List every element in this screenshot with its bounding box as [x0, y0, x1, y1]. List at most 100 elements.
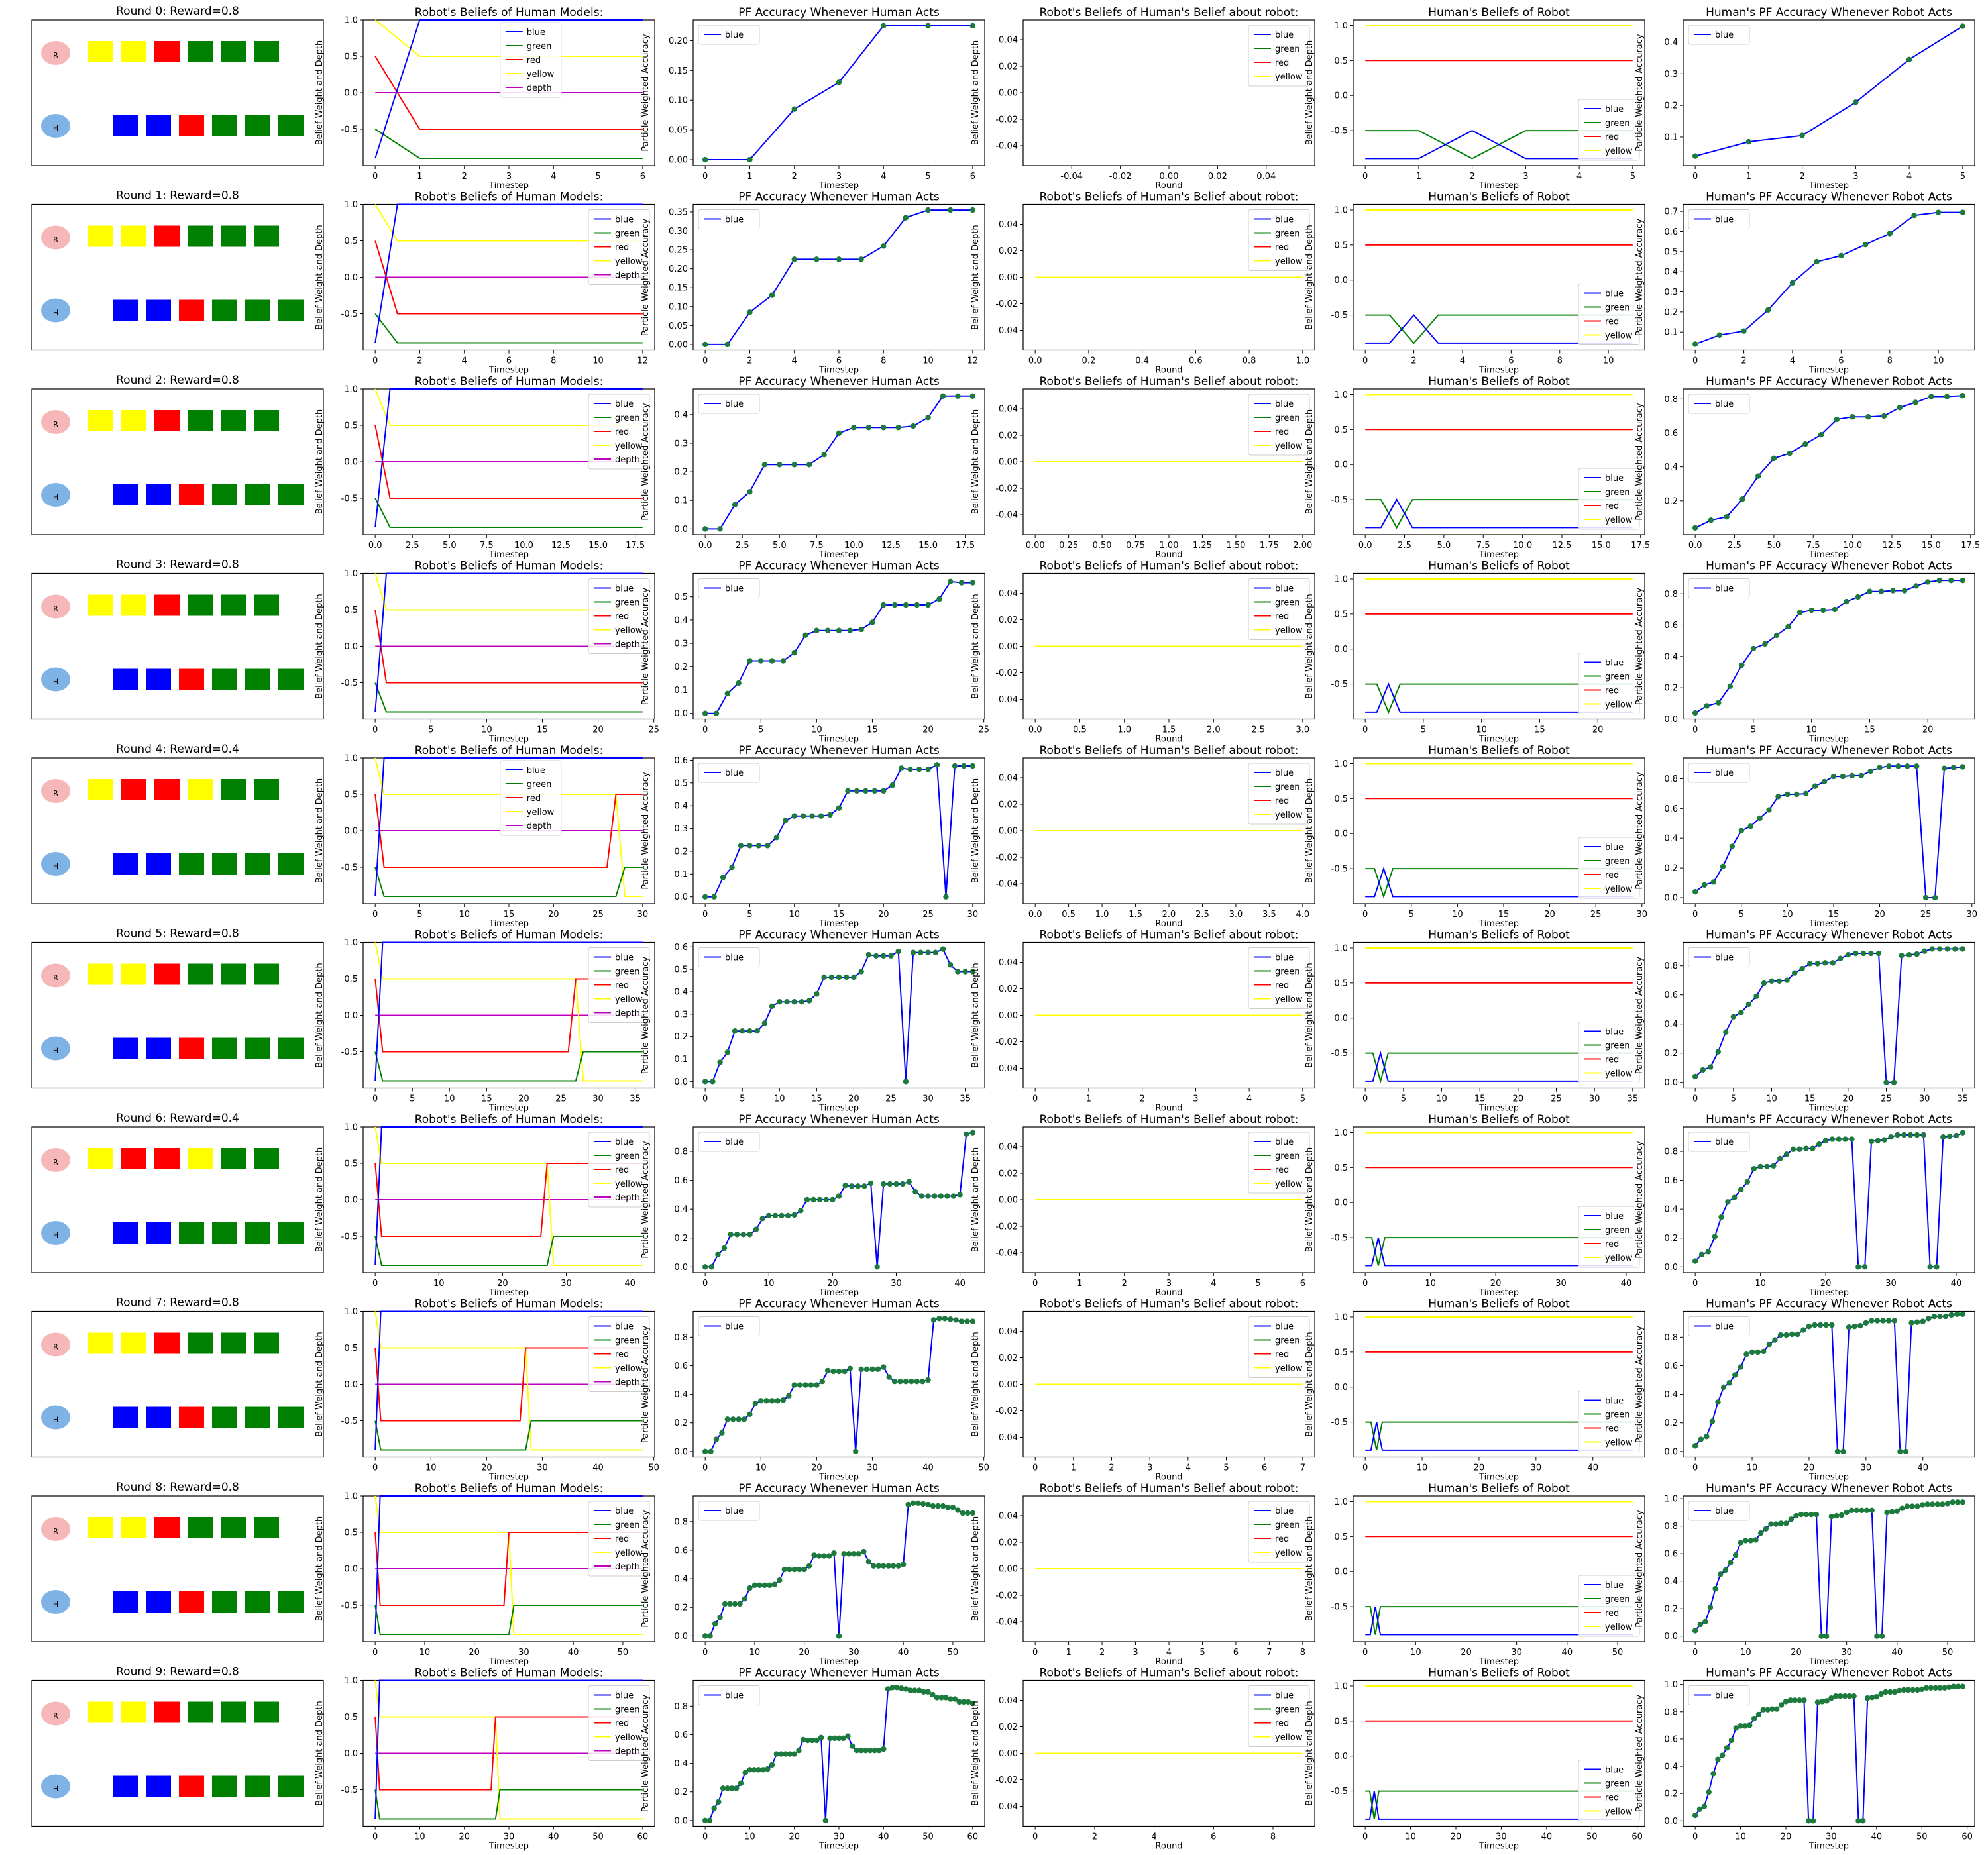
axes-frame — [1353, 1679, 1645, 1827]
data-point — [1778, 1702, 1785, 1708]
legend-label-yellow: yellow — [1275, 1364, 1303, 1374]
legend-label-blue: blue — [1715, 1138, 1734, 1147]
x-tick-label: 20 — [1781, 1832, 1792, 1842]
x-tick-label: 15 — [1828, 910, 1840, 920]
data-point — [832, 1735, 838, 1742]
data-point — [1814, 961, 1820, 967]
x-tick-label: 0 — [1362, 1648, 1368, 1658]
subplot-title: Robot's Beliefs of Human Models: — [415, 1298, 604, 1311]
data-point — [930, 1317, 937, 1323]
data-point — [1830, 960, 1836, 966]
data-point — [846, 1551, 852, 1557]
x-tick-label: 10 — [1425, 1279, 1436, 1289]
legend: blue — [1688, 209, 1750, 229]
y-tick-label: -0.5 — [341, 494, 358, 504]
data-point — [1823, 1322, 1829, 1328]
x-tick-label: 10.0 — [514, 541, 533, 551]
y-tick-label: 1.0 — [1334, 1312, 1348, 1322]
legend-label-green: green — [615, 1520, 640, 1530]
x-axis-label: Timestep — [1478, 1842, 1519, 1852]
data-point — [1798, 1511, 1804, 1518]
data-point — [914, 1378, 920, 1385]
human-block-green — [245, 1776, 270, 1797]
data-point — [1860, 950, 1867, 957]
y-tick-label: 0.0 — [1334, 1014, 1348, 1024]
legend-label-yellow: yellow — [615, 1548, 643, 1558]
x-tick-label: 6 — [1300, 1279, 1305, 1289]
x-tick-label: 20 — [1490, 1279, 1502, 1289]
legend-label-green: green — [1275, 1151, 1300, 1161]
x-tick-label: 0.00 — [1160, 172, 1179, 182]
y-tick-label: 0.4 — [674, 1390, 688, 1400]
y-tick-label: -0.04 — [995, 1433, 1018, 1443]
subplot-title: Robot's Beliefs of Human Models: — [415, 6, 604, 19]
robot-block-green — [221, 594, 246, 616]
data-point — [1885, 1318, 1892, 1324]
data-point — [1704, 703, 1710, 709]
x-axis-label: Timestep — [818, 1842, 859, 1852]
y-tick-label: 1.0 — [344, 16, 358, 26]
subplot-r7-c0: Round 7: Reward=0.8RH — [31, 1297, 324, 1458]
data-point — [930, 1503, 936, 1509]
legend-label-yellow: yellow — [1275, 995, 1303, 1005]
data-point — [1705, 1249, 1712, 1255]
x-tick-label: 2.5 — [406, 541, 419, 551]
y-tick-label: 0.8 — [674, 1147, 688, 1157]
legend-label-yellow: yellow — [1275, 1548, 1303, 1558]
human-block-green — [278, 668, 304, 690]
y-tick-label: 0.0 — [674, 709, 688, 719]
axes-frame — [1683, 19, 1975, 166]
y-tick-label: 0.20 — [669, 264, 688, 274]
x-axis-label: Timestep — [1808, 181, 1849, 191]
human-block-green — [212, 1776, 237, 1797]
data-point — [1837, 1693, 1844, 1699]
data-point — [769, 1398, 775, 1404]
data-point — [1914, 1503, 1920, 1509]
x-tick-label: 20 — [811, 1463, 822, 1473]
y-tick-label: 0.35 — [669, 207, 688, 217]
data-point — [1757, 1530, 1764, 1536]
data-point — [1828, 1513, 1835, 1520]
legend-label-green: green — [1275, 598, 1300, 608]
legend-label-red: red — [1605, 1055, 1619, 1065]
data-point — [907, 1687, 913, 1693]
data-point — [706, 1817, 713, 1824]
y-tick-label: 0.2 — [1664, 1789, 1678, 1799]
x-tick-label: 1 — [1416, 172, 1421, 182]
y-tick-label: 1.0 — [344, 1492, 358, 1502]
x-tick-label: 2 — [1411, 356, 1416, 366]
legend-label-blue: blue — [615, 1138, 634, 1147]
data-point — [760, 1767, 766, 1773]
data-point — [844, 974, 850, 980]
y-tick-label: 0.04 — [999, 405, 1018, 415]
data-point — [747, 1232, 753, 1238]
data-point — [722, 1601, 728, 1607]
data-point — [888, 953, 894, 959]
x-tick-label: 8 — [551, 356, 556, 366]
legend-box — [1248, 394, 1310, 456]
data-point — [1921, 948, 1928, 954]
robot-block-yellow — [121, 410, 146, 431]
data-point — [842, 1183, 848, 1189]
data-point — [958, 1318, 965, 1324]
data-point — [969, 23, 976, 29]
data-point — [799, 998, 805, 1005]
legend-box — [1688, 947, 1750, 967]
human-block-blue — [113, 484, 138, 505]
legend-label-yellow: yellow — [1275, 72, 1303, 82]
data-point — [814, 256, 820, 262]
y-tick-label: 1.0 — [1664, 1495, 1678, 1505]
data-point — [1924, 579, 1931, 585]
data-point — [747, 843, 753, 849]
y-tick-label: 0.4 — [1664, 1205, 1678, 1215]
legend-label-green: green — [1275, 967, 1300, 977]
x-tick-label: 25 — [978, 725, 989, 735]
legend-label-green: green — [1275, 1520, 1300, 1530]
robot-agent-icon — [41, 225, 70, 250]
legend-label-yellow: yellow — [1605, 1069, 1633, 1079]
subplot-r3-c4: Human's Beliefs of Robot-0.50.00.51.00 5 1… — [1305, 560, 1645, 745]
x-tick-label: 2 — [1092, 1832, 1097, 1842]
series-blue-line — [1365, 1422, 1633, 1451]
